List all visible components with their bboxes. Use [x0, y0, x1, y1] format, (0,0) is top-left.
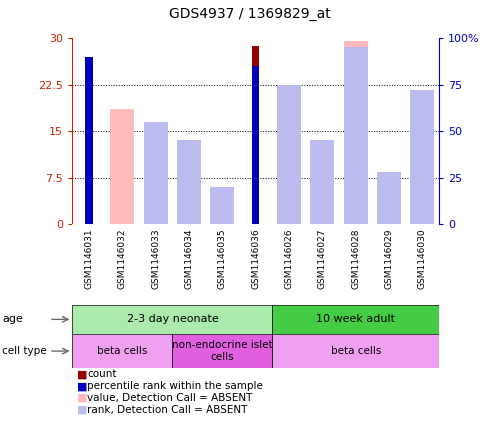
Bar: [344, 41, 368, 224]
Text: ■: ■: [77, 381, 88, 391]
Text: GSM1146028: GSM1146028: [351, 228, 360, 289]
Text: GSM1146026: GSM1146026: [284, 228, 293, 289]
Text: beta cells: beta cells: [330, 346, 381, 356]
Bar: [377, 172, 401, 224]
Text: GSM1146032: GSM1146032: [118, 228, 127, 289]
Text: GSM1146036: GSM1146036: [251, 228, 260, 289]
Text: cell type: cell type: [2, 346, 47, 356]
Text: GSM1146035: GSM1146035: [218, 228, 227, 289]
Bar: [177, 159, 201, 224]
Text: 10 week adult: 10 week adult: [316, 314, 395, 324]
Text: GSM1146034: GSM1146034: [185, 228, 194, 289]
Text: age: age: [2, 314, 23, 324]
Bar: [144, 122, 168, 224]
Text: value, Detection Call = ABSENT: value, Detection Call = ABSENT: [87, 393, 252, 403]
Bar: [310, 140, 334, 224]
Bar: [377, 178, 401, 224]
Bar: [211, 209, 235, 224]
Bar: [85, 78, 93, 224]
Text: GSM1146031: GSM1146031: [84, 228, 93, 289]
Bar: [72, 305, 272, 334]
Text: 2-3 day neonate: 2-3 day neonate: [127, 314, 218, 324]
Text: beta cells: beta cells: [97, 346, 148, 356]
Bar: [110, 110, 134, 224]
Text: GDS4937 / 1369829_at: GDS4937 / 1369829_at: [169, 7, 330, 21]
Text: GSM1146030: GSM1146030: [418, 228, 427, 289]
Bar: [85, 57, 93, 224]
Bar: [411, 90, 435, 224]
Bar: [272, 334, 439, 368]
Text: GSM1146027: GSM1146027: [318, 228, 327, 289]
Bar: [277, 125, 301, 224]
Bar: [411, 126, 435, 224]
Bar: [272, 305, 439, 334]
Bar: [252, 46, 259, 224]
Bar: [144, 132, 168, 224]
Text: ■: ■: [77, 393, 88, 403]
Bar: [344, 47, 368, 224]
Bar: [252, 66, 259, 224]
Bar: [72, 334, 172, 368]
Text: GSM1146033: GSM1146033: [151, 228, 160, 289]
Bar: [177, 140, 201, 224]
Text: count: count: [87, 369, 117, 379]
Text: percentile rank within the sample: percentile rank within the sample: [87, 381, 263, 391]
Bar: [310, 168, 334, 224]
Text: non-endocrine islet
cells: non-endocrine islet cells: [172, 340, 273, 362]
Bar: [211, 187, 235, 224]
Text: ■: ■: [77, 405, 88, 415]
Bar: [172, 334, 272, 368]
Bar: [277, 85, 301, 224]
Text: ■: ■: [77, 369, 88, 379]
Text: rank, Detection Call = ABSENT: rank, Detection Call = ABSENT: [87, 405, 248, 415]
Text: GSM1146029: GSM1146029: [385, 228, 394, 289]
